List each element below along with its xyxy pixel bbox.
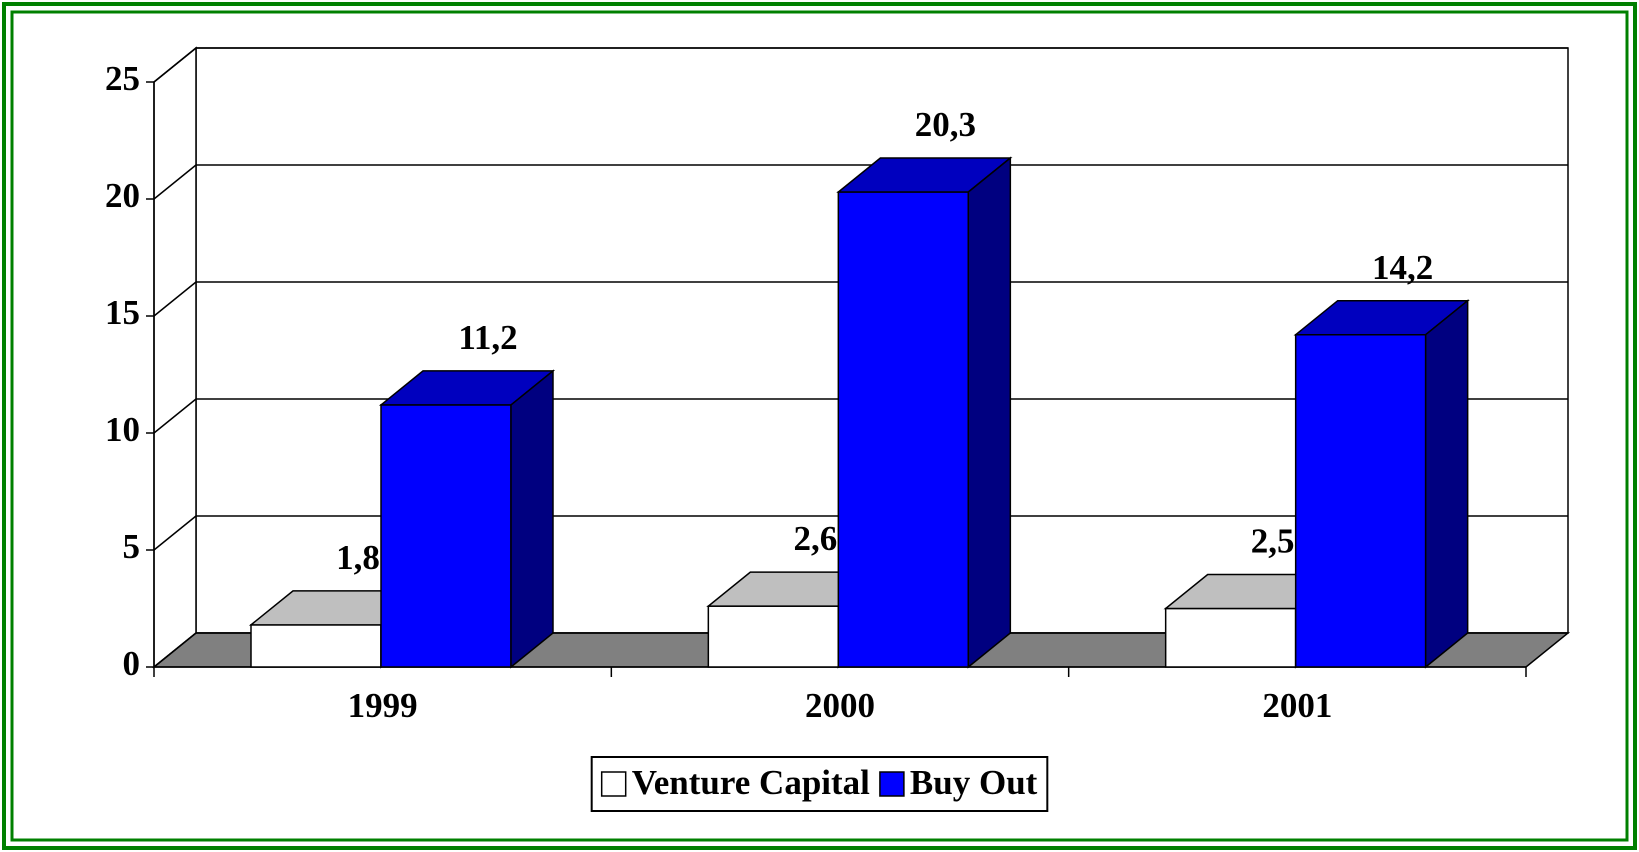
bar-side (510, 369, 554, 669)
grid-line-side (153, 632, 197, 668)
value-label: 11,2 (458, 318, 517, 357)
legend (590, 756, 1049, 812)
bar-front (250, 624, 382, 668)
grid-line-side (153, 515, 197, 551)
legend-swatch (879, 771, 905, 797)
bar-front (1164, 607, 1297, 668)
grid-line-side (153, 47, 197, 83)
value-label: 20,3 (915, 105, 976, 144)
value-label: 14,2 (1372, 248, 1433, 287)
legend-label: Buy Out (910, 763, 1038, 802)
x-tick-label: 2001 (1262, 686, 1332, 725)
bar-front (1294, 333, 1427, 668)
side-wall (153, 46, 197, 669)
grid-line-side (153, 164, 197, 200)
value-label: 1,8 (336, 538, 380, 577)
y-tick-label: 0 (123, 644, 141, 683)
bar-side (967, 156, 1012, 669)
y-tick-label: 20 (105, 176, 140, 215)
bar-side (1424, 299, 1469, 669)
x-tick-label: 1999 (348, 686, 418, 725)
frame-inner (10, 10, 1629, 842)
value-label: 2,5 (1251, 522, 1295, 561)
y-tick-label: 10 (105, 410, 140, 449)
value-label: 2,6 (793, 519, 837, 558)
x-tick-label: 2000 (805, 686, 875, 725)
grid-line-side (153, 398, 197, 434)
legend-label: Venture Capital (632, 763, 870, 802)
y-tick-label: 5 (123, 527, 141, 566)
bar-front (380, 404, 512, 668)
legend-swatch (600, 771, 627, 797)
bar-front (707, 605, 840, 668)
grid-line-side (153, 281, 197, 317)
bar-front (837, 191, 970, 668)
y-tick-label: 25 (105, 59, 140, 98)
y-tick-label: 15 (105, 293, 140, 332)
